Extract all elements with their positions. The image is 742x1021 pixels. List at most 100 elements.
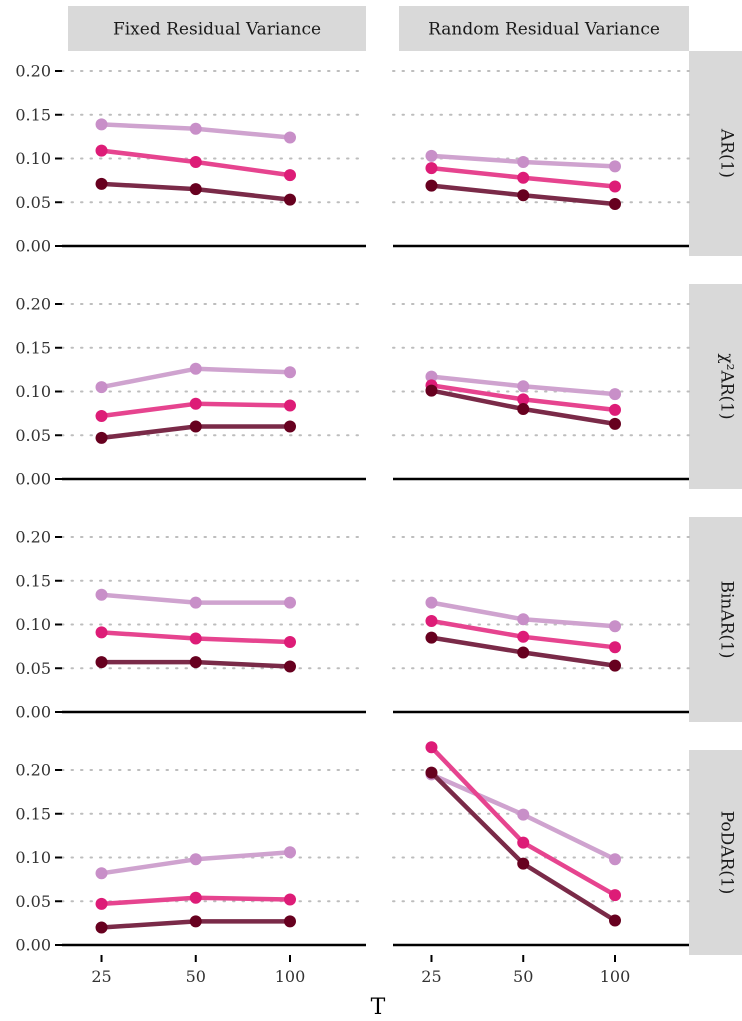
data-point [189,891,202,904]
data-point [517,380,530,393]
data-point [609,641,621,654]
row-strip-ar-1 [689,51,742,256]
data-point [517,646,530,659]
data-point [284,169,296,182]
data-point [95,921,108,934]
data-point [425,741,438,754]
data-point [95,177,108,190]
y-tick-label: 0.15 [15,571,51,590]
data-point [95,588,108,601]
row-strip-binar-1 [689,517,742,722]
row-strip-ar-1 [689,284,742,489]
data-point [517,171,530,184]
data-point [189,853,202,866]
data-point [189,122,202,135]
data-point [609,180,621,193]
data-point [95,410,108,422]
x-tick-label: 100 [275,967,306,986]
data-point [609,914,621,927]
data-point [284,366,296,379]
y-tick-label: 0.00 [15,470,51,489]
grid-layer [61,70,690,903]
row-strip-label: BinAR(1) [717,580,737,658]
data-point [95,656,108,669]
data-point [284,193,296,206]
data-point [425,766,438,779]
data-point [284,596,296,609]
y-tick-label: 0.20 [15,528,51,547]
column-strip-random-residual-variance [399,6,689,51]
data-point [189,183,202,196]
x-tick-label: 100 [600,967,631,986]
data-point [189,156,202,168]
y-tick-label: 0.00 [15,936,51,955]
data-point [425,631,438,644]
data-point [425,596,438,609]
y-tick-label: 0.20 [15,295,51,314]
data-point [284,131,296,144]
data-point [284,893,296,906]
data-point [95,118,108,131]
data-point [189,656,202,669]
data-point [425,149,438,162]
data-point [425,370,438,383]
data-point [517,836,530,849]
data-point [284,846,296,859]
column-strip-fixed-residual-variance [68,6,366,51]
x-axis-title: T [371,995,386,1020]
data-point [284,915,296,928]
y-tick-label: 0.05 [15,659,51,678]
strip-layer: Fixed Residual Variance Random Residual V… [68,6,742,955]
data-point [517,857,530,870]
y-tick-label: 0.05 [15,892,51,911]
axes-layer: 0.00 0.05 0.10 0.15 0.20 0.00 0.05 0.10 0.15 0.20… [15,62,689,986]
y-tick-label: 0.10 [15,149,51,168]
data-point [95,381,108,394]
data-point [517,189,530,202]
data-point [609,853,621,866]
data-point [189,632,202,645]
data-point [95,144,108,157]
data-point [189,596,202,609]
data-point [609,659,621,672]
row-strip-label: AR(1) [717,128,737,178]
y-tick-label: 0.10 [15,615,51,634]
y-tick-label: 0.00 [15,703,51,722]
y-tick-label: 0.15 [15,804,51,823]
data-point [609,198,621,210]
data-point [95,897,108,910]
column-strip-label: Fixed Residual Variance [113,20,321,40]
data-point [189,397,202,410]
y-tick-label: 0.15 [15,338,51,357]
data-point [425,615,438,627]
data-point [284,660,296,673]
y-tick-label: 0.20 [15,761,51,780]
row-strip-podar-1 [689,750,742,955]
data-point [189,362,202,375]
data-point [517,808,530,821]
data-point [517,613,530,626]
data-point [284,399,296,412]
data-point [425,162,438,175]
x-tick-label: 50 [186,967,206,986]
data-point [284,420,296,433]
data-point [609,403,621,416]
data-point [425,384,438,397]
row-strip-label: χ²AR(1) [717,353,737,419]
row-strip-label: PoDAR(1) [717,811,737,895]
y-tick-label: 0.10 [15,382,51,401]
data-point [95,626,108,639]
x-tick-label: 50 [513,967,533,986]
x-tick-label: 25 [421,967,441,986]
data-point [609,889,621,902]
data-point [425,179,438,192]
y-tick-label: 0.20 [15,62,51,81]
data-point [517,393,530,406]
data-point [517,156,530,168]
data-point [95,431,108,444]
data-point [609,160,621,173]
y-tick-label: 0.05 [15,193,51,212]
y-tick-label: 0.05 [15,426,51,445]
data-point [517,630,530,643]
